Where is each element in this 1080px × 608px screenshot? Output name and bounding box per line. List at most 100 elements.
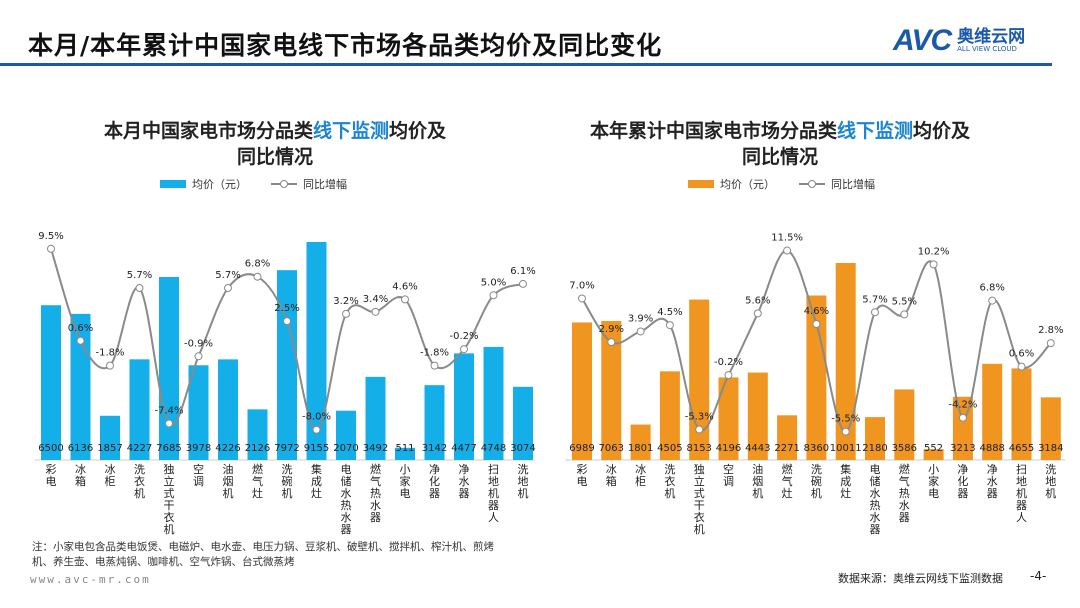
category-label: 油烟机 [223,462,234,500]
yoy-label: -1.8% [420,348,449,359]
data-source: 数据来源：奥维云网线下监测数据 [838,572,1003,585]
yoy-point [106,361,114,370]
title-line2: 同比情况 [236,146,313,168]
yoy-label: 6.1% [510,266,535,277]
bar-value-label: 4227 [127,443,152,454]
bar-value-label: 3978 [186,443,211,454]
logo-en: ALL VIEW CLOUD [957,45,1017,53]
bar-legend-swatch [160,180,186,188]
yoy-label: 2.8% [1038,325,1063,336]
category-label: 燃气热水器 [899,462,910,524]
bar [159,277,179,460]
category-label: 洗地机 [1045,463,1056,500]
page-title: 本月/本年累计中国家电线下市场各品类均价及同比变化 [28,31,663,60]
legend-line-label: 同比增幅 [303,178,347,191]
yoy-label: 6.8% [245,259,270,270]
right-legend: 均价（元） 同比增幅 [688,176,875,192]
bar-value-label: 2271 [774,443,799,454]
bar-value-label: 6136 [68,443,93,454]
yoy-label: -0.9% [184,338,213,349]
yoy-point [958,413,967,422]
left-legend: 均价（元） 同比增幅 [160,176,347,192]
left-chart-title: 本月中国家电市场分品类线下监测均价及 同比情况 [60,118,490,170]
category-label: 彩电 [46,463,57,488]
bar-value-label: 2126 [245,443,270,454]
header-divider [0,63,1052,66]
yoy-label: 10.2% [918,246,950,257]
legend-bar-label: 均价（元） [720,178,775,191]
bar [188,365,209,460]
yoy-line [581,249,1052,433]
category-label: 净化器 [957,462,968,500]
yoy-label: 5.7% [215,270,240,281]
bar [894,389,915,460]
yoy-label: 5.7% [127,270,152,281]
bar [70,313,91,460]
yoy-point [724,371,733,380]
bar-value-label: 3586 [892,443,917,454]
bar [572,322,592,460]
bar-value-label: 4655 [1009,443,1034,454]
category-label: 燃气热水器 [370,462,381,524]
yoy-point [135,284,144,293]
yoy-point [371,307,380,316]
yoy-point [342,309,350,318]
bar-value-label: 1801 [628,443,653,454]
bar-value-label: 4748 [481,443,506,454]
bar [689,299,710,460]
yoy-label: -0.2% [449,331,478,342]
yoy-label: 2.5% [274,303,299,314]
right-chart: 6989 彩电 7063 冰箱 1801 冰柜 4505 洗衣机 8153 独立式干衣机 4196 空… [565,233,1065,536]
yoy-label: -8.0% [302,412,331,423]
yoy-point [929,260,938,269]
bar-value-label: 552 [924,443,943,454]
bar-value-label: 4888 [979,443,1004,454]
website-url: www.avc-mr.com [30,573,151,586]
yoy-point [665,321,674,330]
yoy-point [1017,362,1026,371]
category-label: 洗地机 [518,463,529,500]
yoy-point [401,295,409,304]
yoy-label: 4.6% [392,281,417,292]
yoy-point [841,427,850,436]
bar-value-label: 3142 [422,443,447,454]
title-part: 均价及 [913,120,971,142]
yoy-label: -4.2% [948,400,977,411]
bar [630,424,651,460]
yoy-label: -5.5% [831,414,860,425]
bar-value-label: 6500 [38,443,63,454]
yoy-label: 5.0% [481,277,506,288]
yoy-label: -7.4% [154,406,183,417]
bar-value-label: 4196 [716,443,741,454]
category-label: 洗碗机 [811,463,822,500]
category-label: 独立式干衣机 [694,463,705,536]
yoy-label: 5.6% [745,295,770,306]
category-label: 集成灶 [311,462,322,500]
bar [806,295,827,460]
bar [365,376,386,460]
yoy-label: 3.2% [333,296,358,307]
bar-value-label: 4505 [657,443,682,454]
yoy-point [430,361,439,370]
category-label: 冰柜 [105,463,116,488]
category-label: 净水器 [459,462,470,500]
category-label: 电储水热水器 [870,463,881,536]
bar [923,449,944,460]
yoy-point [519,279,527,288]
bar [659,371,680,460]
yoy-label: 5.7% [862,294,887,305]
bar-value-label: 9155 [304,443,329,454]
bar-value-label: 3074 [510,443,535,454]
category-label: 冰箱 [75,463,86,488]
bar [395,447,415,460]
bar [424,385,445,460]
yoy-point [489,291,498,300]
title-part: 本年累计中国家电市场分品类 [589,120,837,142]
category-label: 油烟机 [752,462,763,500]
yoy-point [312,425,321,434]
yoy-label: 5.5% [892,296,917,307]
bar-value-label: 7063 [599,443,624,454]
bar [247,409,268,460]
page-number: -4- [1030,569,1047,583]
bar-legend-swatch [688,180,714,188]
